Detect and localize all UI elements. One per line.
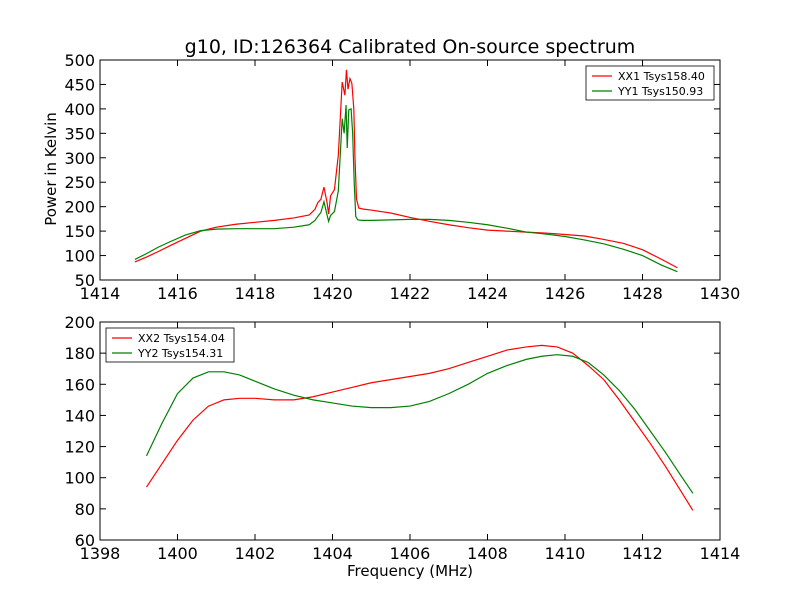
- y-tick-label: 200: [64, 198, 95, 217]
- y-tick-label: 350: [64, 124, 95, 143]
- y-tick-label: 200: [64, 313, 95, 332]
- x-tick-label: 1412: [622, 544, 663, 563]
- x-tick-label: 1406: [390, 544, 431, 563]
- y-tick-label: 400: [64, 100, 95, 119]
- legend-entry: YY1 Tsys150.93: [617, 85, 703, 98]
- y-tick-label: 120: [64, 438, 95, 457]
- x-tick-label: 1398: [80, 544, 121, 563]
- x-tick-label: 1414: [700, 544, 741, 563]
- y-tick-label: 150: [64, 222, 95, 241]
- y-axis-label-top: Power in Kelvin: [42, 112, 60, 226]
- legend-entry: YY2 Tsys154.31: [137, 347, 223, 360]
- y-tick-label: 60: [75, 531, 95, 550]
- y-tick-label: 450: [64, 75, 95, 94]
- x-axis-label: Frequency (MHz): [347, 562, 473, 580]
- legend: XX1 Tsys158.40 YY1 Tsys150.93: [585, 65, 715, 101]
- y-tick-label: 50: [75, 271, 95, 290]
- x-tick-label: 1430: [700, 284, 741, 303]
- bottom-panel: 1398 1400 1402 1404 1406 1408 1410 1412 1414 60 80…: [64, 313, 740, 563]
- x-tick-label: 1404: [312, 544, 353, 563]
- top-panel: 1414 1416 1418 1420 1422 1424 1426 1428 1430 50 10…: [64, 51, 740, 303]
- y-tick-label: 100: [64, 469, 95, 488]
- legend-box: [585, 65, 715, 101]
- series-line-2-2: [145, 354, 694, 494]
- legend-entry: XX2 Tsys154.04: [138, 332, 225, 345]
- legend: XX2 Tsys154.04 YY2 Tsys154.31: [105, 327, 235, 363]
- x-tick-label: 1426: [545, 284, 586, 303]
- x-tick-label: 1402: [235, 544, 276, 563]
- x-tick-label: 1414: [80, 284, 121, 303]
- legend-box: [105, 327, 235, 363]
- series-line-1-2: [134, 104, 678, 273]
- y-tick-label: 500: [64, 51, 95, 70]
- x-tick-label: 1400: [157, 544, 198, 563]
- y-tick-label: 160: [64, 375, 95, 394]
- y-tick-label: 100: [64, 247, 95, 266]
- x-tick-label: 1408: [467, 544, 508, 563]
- x-tick-label: 1420: [312, 284, 353, 303]
- y-tick-label: 300: [64, 149, 95, 168]
- x-tick-label: 1424: [467, 284, 508, 303]
- y-tick-label: 250: [64, 173, 95, 192]
- x-tick-label: 1422: [390, 284, 431, 303]
- legend-entry: XX1 Tsys158.40: [618, 70, 705, 83]
- y-tick-label: 80: [75, 500, 95, 519]
- y-tick-label: 140: [64, 406, 95, 425]
- chart-title: g10, ID:126364 Calibrated On-source spec…: [185, 36, 636, 58]
- x-tick-label: 1416: [157, 284, 198, 303]
- x-tick-label: 1418: [235, 284, 276, 303]
- y-tick-label: 180: [64, 344, 95, 363]
- series-line-2-1: [146, 344, 694, 511]
- x-tick-label: 1410: [545, 544, 586, 563]
- x-tick-label: 1428: [622, 284, 663, 303]
